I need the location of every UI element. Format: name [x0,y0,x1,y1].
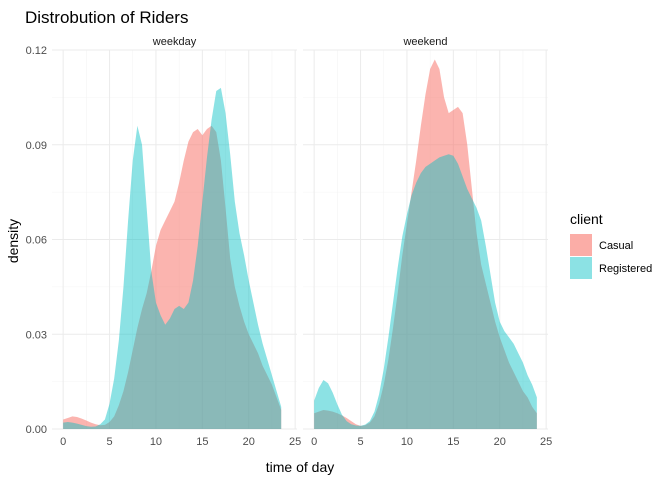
x-tick-label: 20 [243,436,255,448]
panel-weekend [303,49,548,430]
x-axis-ticks-weekend: 0 5 10 15 20 25 [311,436,552,448]
density-area-registered-weekend [314,154,537,430]
x-tick-label: 10 [401,436,413,448]
x-tick-label: 10 [150,436,162,448]
legend-label-casual: Casual [599,240,633,252]
legend: client Casual Registered [570,211,652,279]
x-tick-label: 15 [196,436,208,448]
y-tick-label: 0.12 [26,45,47,57]
chart-title: Distrobution of Riders [25,8,188,27]
x-tick-label: 20 [494,436,506,448]
y-axis-title: density [5,219,21,263]
x-tick-label: 0 [60,436,66,448]
legend-title: client [570,211,603,227]
y-axis-ticks: 0.00 0.03 0.06 0.09 0.12 [26,45,47,436]
density-area-casual-weekday [63,125,282,430]
facet-strip-weekday: weekday [152,36,197,48]
density-area-registered-weekday [63,87,282,430]
legend-label-registered: Registered [599,263,652,275]
x-tick-label: 0 [311,436,317,448]
x-axis-title: time of day [266,459,334,475]
y-tick-label: 0.00 [26,424,47,436]
density-area-casual-weekend [314,59,537,429]
x-tick-label: 25 [540,436,552,448]
x-tick-label: 5 [357,436,363,448]
legend-key-registered [570,257,592,279]
y-tick-label: 0.06 [26,235,47,247]
x-tick-label: 5 [106,436,112,448]
panel-weekday [52,49,297,430]
facet-strip-weekend: weekend [402,36,447,48]
y-tick-label: 0.09 [26,140,47,152]
x-axis-ticks-weekday: 0 5 10 15 20 25 [60,436,301,448]
x-tick-label: 15 [447,436,459,448]
x-tick-label: 25 [289,436,301,448]
y-tick-label: 0.03 [26,329,47,341]
legend-key-casual [570,234,592,256]
